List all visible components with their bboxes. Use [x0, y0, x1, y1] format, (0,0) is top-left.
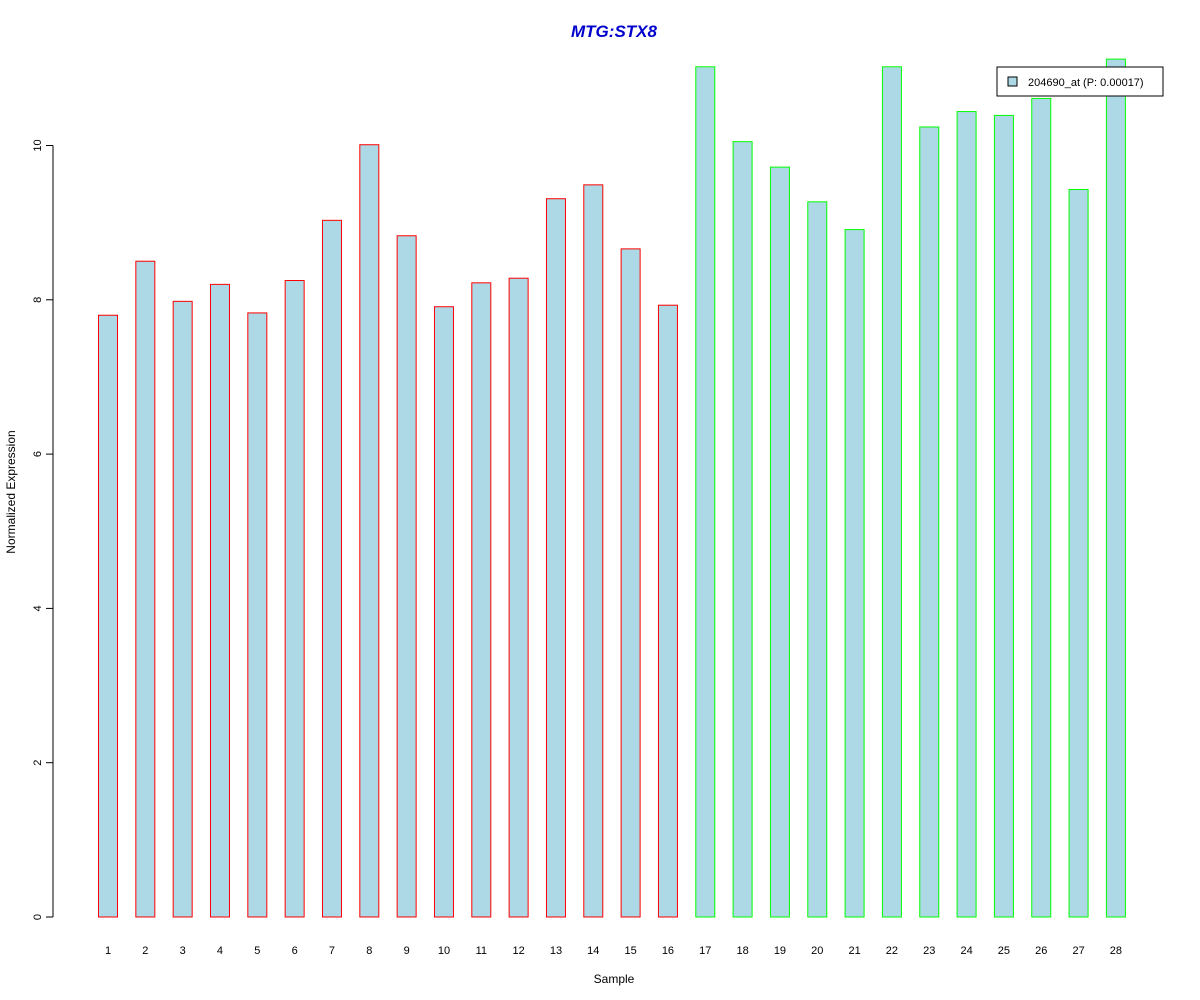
bar-sample-12: [508, 277, 529, 918]
bar-sample-27: [1068, 188, 1089, 918]
y-tick-label: 10: [32, 139, 44, 151]
bar-sample-3: [172, 300, 193, 918]
x-tick-label: 26: [1035, 945, 1047, 957]
bar-sample-4: [209, 283, 230, 918]
x-tick-label: 21: [848, 945, 860, 957]
bar-sample-17: [695, 66, 716, 918]
x-tick-label: 18: [736, 945, 748, 957]
y-tick-label: 6: [32, 451, 44, 457]
legend-label: 204690_at (P: 0.00017): [1028, 77, 1144, 89]
x-tick-label: 13: [550, 945, 562, 957]
bars: [98, 58, 1126, 918]
x-tick-label: 6: [292, 945, 298, 957]
x-tick-label: 11: [476, 945, 487, 957]
x-tick-label: 22: [886, 945, 898, 957]
x-tick-label: 27: [1072, 945, 1084, 957]
x-tick-label: 1: [105, 945, 111, 957]
y-tick-label: 0: [32, 914, 44, 920]
bar-sample-9: [396, 235, 417, 918]
bar-sample-21: [844, 229, 865, 918]
x-tick-labels: 1 2 3 4 5 6 7 8 9 10 11 12 13 14 15 16 17 18 19 20 21 22 23 24 2…: [105, 945, 1122, 957]
x-tick-label: 5: [254, 945, 260, 957]
bar-sample-18: [732, 141, 753, 918]
bar-sample-11: [471, 282, 492, 918]
y-tick-label: 4: [32, 605, 44, 611]
legend: 204690_at (P: 0.00017): [996, 66, 1164, 97]
bar-sample-13: [545, 198, 566, 918]
x-tick-label: 15: [624, 945, 636, 957]
bar-sample-7: [321, 219, 342, 918]
x-tick-label: 3: [180, 945, 186, 957]
x-tick-label: 24: [960, 945, 972, 957]
bar-sample-1: [98, 314, 118, 918]
y-tick-label: 8: [32, 297, 44, 303]
bar-sample-28: [1105, 58, 1126, 918]
legend-box: [996, 66, 1164, 97]
bar-sample-24: [956, 111, 977, 918]
bar-sample-2: [135, 260, 156, 918]
bar-sample-5: [247, 312, 268, 918]
x-tick-label: 19: [774, 945, 786, 957]
x-tick-label: 12: [513, 945, 525, 957]
x-axis-label: Sample: [594, 972, 635, 986]
x-tick-label: 4: [217, 945, 223, 957]
x-tick-label: 9: [404, 945, 410, 957]
x-tick-label: 25: [998, 945, 1010, 957]
x-tick-label: 28: [1110, 945, 1122, 957]
x-tick-label: 2: [142, 945, 148, 957]
x-tick-label: 7: [329, 945, 335, 957]
chart-title: MTG:STX8: [571, 22, 657, 41]
bar-sample-23: [919, 126, 940, 918]
bar-sample-20: [807, 201, 828, 918]
bar-sample-16: [657, 304, 678, 918]
bar-sample-15: [620, 248, 641, 918]
y-axis: 0 2 4 6 8 10: [32, 139, 54, 920]
x-tick-label: 14: [587, 945, 599, 957]
bar-sample-14: [583, 184, 604, 918]
legend-swatch: [1007, 76, 1018, 87]
x-tick-label: 20: [811, 945, 823, 957]
x-tick-label: 8: [366, 945, 372, 957]
x-tick-label: 10: [438, 945, 450, 957]
x-tick-label: 16: [662, 945, 674, 957]
bar-sample-6: [284, 280, 305, 918]
bar-sample-8: [359, 144, 380, 918]
x-tick-label: 23: [923, 945, 935, 957]
x-tick-label: 17: [699, 945, 711, 957]
bar-sample-19: [769, 166, 790, 918]
bar-sample-26: [1031, 97, 1052, 918]
bar-sample-10: [433, 306, 454, 918]
bar-sample-22: [881, 66, 902, 918]
bar-sample-25: [993, 114, 1014, 918]
y-tick-label: 2: [32, 760, 44, 766]
y-axis-label: Normalized Expression: [4, 430, 18, 553]
